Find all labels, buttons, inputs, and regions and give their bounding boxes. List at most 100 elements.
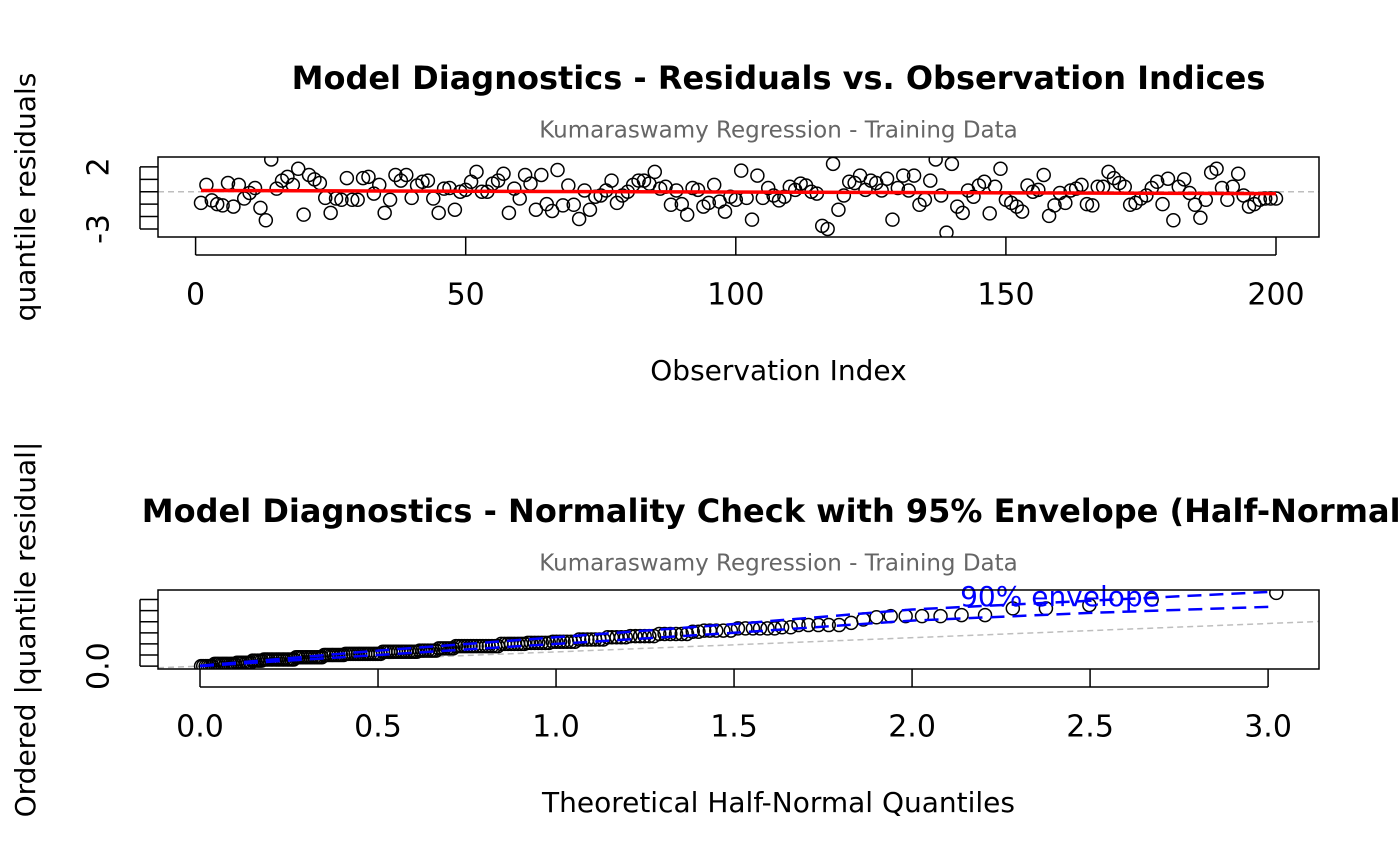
data-point [733, 163, 749, 178]
data-point [696, 623, 712, 638]
data-point [885, 212, 900, 227]
data-point [538, 635, 553, 651]
data-point [706, 177, 722, 193]
data-point [831, 202, 846, 217]
data-point [323, 205, 338, 221]
data-point [1058, 195, 1073, 211]
data-point [896, 168, 911, 183]
data-point [334, 192, 349, 208]
data-point [247, 180, 263, 196]
data-point [431, 205, 446, 221]
data-point [512, 191, 527, 206]
data-point [550, 162, 565, 178]
data-point [552, 634, 568, 649]
data-point [236, 191, 252, 206]
data-point [631, 173, 646, 188]
data-point [263, 157, 279, 167]
x-tick-label: 3.0 [1244, 710, 1292, 745]
data-point [820, 221, 835, 237]
data-point [628, 628, 643, 644]
data-point [1193, 210, 1208, 226]
data-point [393, 173, 409, 188]
chart-subtitle: Kumaraswamy Regression - Training Data [539, 118, 1018, 144]
data-point [377, 205, 392, 221]
data-point [575, 632, 591, 647]
data-point [496, 166, 511, 181]
data-point [296, 207, 311, 222]
data-point [841, 174, 857, 190]
data-point [1209, 161, 1224, 177]
data-point [556, 634, 571, 649]
data-point [1144, 592, 1159, 607]
x-tick-label: 1.0 [532, 710, 580, 745]
data-point [426, 191, 441, 206]
data-point [534, 167, 549, 183]
data-point [1009, 199, 1024, 214]
data-point [604, 173, 619, 188]
data-point [388, 167, 403, 183]
data-point [914, 608, 930, 624]
data-point [811, 617, 826, 633]
data-point [955, 205, 970, 221]
data-point [691, 624, 706, 639]
data-point [744, 212, 760, 227]
data-point [1106, 170, 1122, 186]
x-tick-label: 0.5 [354, 710, 402, 745]
smooth-line [200, 188, 1277, 196]
x-tick-label: 0 [186, 278, 205, 313]
y-tick-label: 0.0 [82, 642, 117, 690]
y-axis-label: Ordered |quantile residual| [9, 442, 42, 818]
data-point [717, 204, 733, 219]
data-point [766, 188, 781, 203]
data-point [193, 195, 209, 211]
x-axis-label: Observation Index [650, 354, 906, 387]
data-point [679, 207, 695, 222]
data-point [750, 168, 765, 183]
data-point [584, 632, 599, 647]
data-point [760, 180, 776, 196]
data-point [1036, 167, 1051, 183]
data-point [242, 185, 257, 201]
data-point [623, 628, 638, 644]
data-point [501, 205, 517, 221]
data-point [545, 634, 561, 649]
envelope-upper [199, 590, 1276, 667]
data-point [447, 202, 463, 217]
y-axis-label: quantile residuals [9, 73, 42, 322]
x-tick-label: 1.5 [710, 710, 758, 745]
data-point [701, 195, 717, 211]
x-tick-label: 150 [977, 278, 1034, 313]
data-point [933, 188, 949, 203]
y-tick-label: -3 [82, 214, 117, 244]
chart-title: Model Diagnostics - Residuals vs. Observ… [292, 59, 1266, 97]
data-point [442, 180, 457, 196]
data-point [879, 171, 895, 186]
data-point [209, 196, 225, 212]
data-point [549, 634, 564, 649]
data-point [1155, 196, 1170, 212]
x-axis-label: Theoretical Half-Normal Quantiles [541, 786, 1015, 819]
x-tick-label: 2.5 [1066, 710, 1114, 745]
data-point [1085, 198, 1100, 213]
envelope-label: 90% envelope [960, 580, 1160, 613]
y-tick-label: 2 [82, 157, 117, 176]
data-point [652, 626, 667, 642]
data-point [469, 164, 484, 180]
data-point [523, 635, 539, 651]
data-point [1176, 172, 1192, 187]
data-point [604, 630, 620, 645]
data-point [663, 626, 678, 642]
x-tick-label: 200 [1247, 278, 1304, 313]
data-point [609, 195, 625, 211]
data-point [345, 192, 360, 208]
data-point [1014, 204, 1030, 219]
data-point [933, 608, 948, 624]
data-point [668, 626, 684, 642]
data-point [534, 635, 550, 651]
data-point [847, 175, 862, 191]
data-point [1230, 166, 1246, 181]
data-point [657, 626, 672, 642]
data-point [571, 211, 587, 227]
